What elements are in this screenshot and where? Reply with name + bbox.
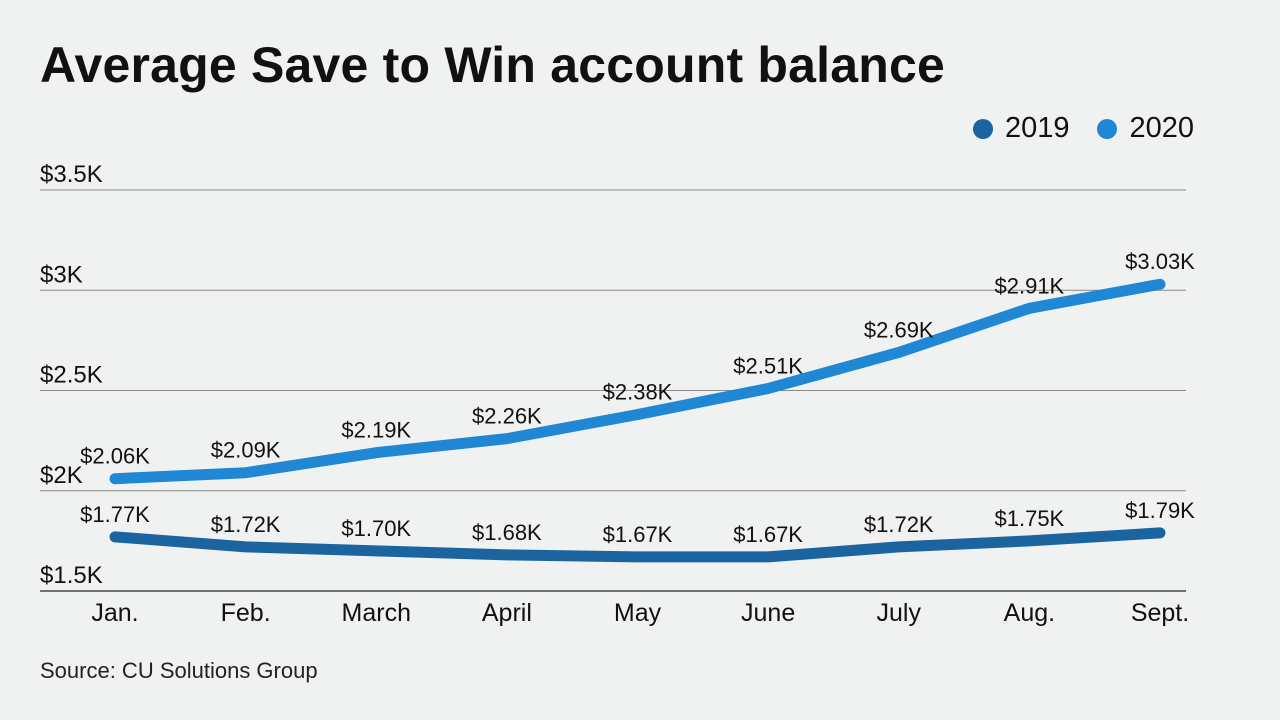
data-label-2020: $3.03K [1125,249,1195,274]
data-label-2020: $2.51K [733,353,803,378]
data-label-2020: $2.69K [864,317,934,342]
series-line-2019 [109,527,1166,563]
y-tick-label: $2.5K [40,362,103,389]
y-tick-label: $2K [40,462,83,489]
data-label-2019: $1.67K [733,522,803,547]
y-tick-label: $3.5K [40,161,103,188]
data-label-2020: $2.26K [472,404,542,429]
data-labels: $1.77K $1.72K $1.70K $1.68K $1.67K $1.67K $1.7… [80,249,1195,547]
series-line-2020 [109,278,1166,485]
source-note: Source: CU Solutions Group [40,658,318,683]
data-label-2020: $2.38K [603,380,673,405]
x-tick-label: April [482,599,532,627]
legend-item-2020: 2020 [1097,112,1194,145]
x-tick-label: May [614,599,662,627]
x-tick-label: Sept. [1131,599,1189,627]
data-label-2019: $1.70K [341,516,411,541]
data-label-2019: $1.67K [603,522,673,547]
y-tick-label: $1.5K [40,562,103,589]
y-axis-ticks: $1.5K $2K $2.5K $3K $3.5K [40,161,103,589]
data-label-2019: $1.79K [1125,498,1195,523]
x-tick-label: March [342,599,411,627]
data-label-2019: $1.72K [864,512,934,537]
data-label-2020: $2.19K [341,418,411,443]
data-label-2020: $2.06K [80,444,150,469]
series-lines [109,278,1166,563]
x-tick-label: July [877,599,922,627]
legend: 2019 2020 [972,112,1194,145]
data-label-2020: $2.09K [211,438,281,463]
legend-label-2020: 2020 [1129,112,1194,144]
x-tick-label: Aug. [1004,599,1055,627]
data-label-2020: $2.91K [995,273,1065,298]
legend-swatch-2019 [972,118,993,139]
chart-title: Average Save to Win account balance [40,37,945,93]
legend-swatch-2020 [1097,118,1118,139]
gridlines [40,189,1186,592]
legend-item-2019: 2019 [972,112,1070,145]
x-axis-ticks: Jan. Feb. March April May June July Aug. Sept. [91,599,1189,627]
data-label-2019: $1.68K [472,520,542,545]
x-tick-label: Jan. [91,599,138,627]
y-tick-label: $3K [40,261,83,288]
data-label-2019: $1.75K [995,506,1065,531]
data-label-2019: $1.72K [211,512,281,537]
x-tick-label: June [741,599,795,627]
x-tick-label: Feb. [221,599,271,627]
legend-label-2019: 2019 [1004,112,1070,144]
data-label-2019: $1.77K [80,502,150,527]
